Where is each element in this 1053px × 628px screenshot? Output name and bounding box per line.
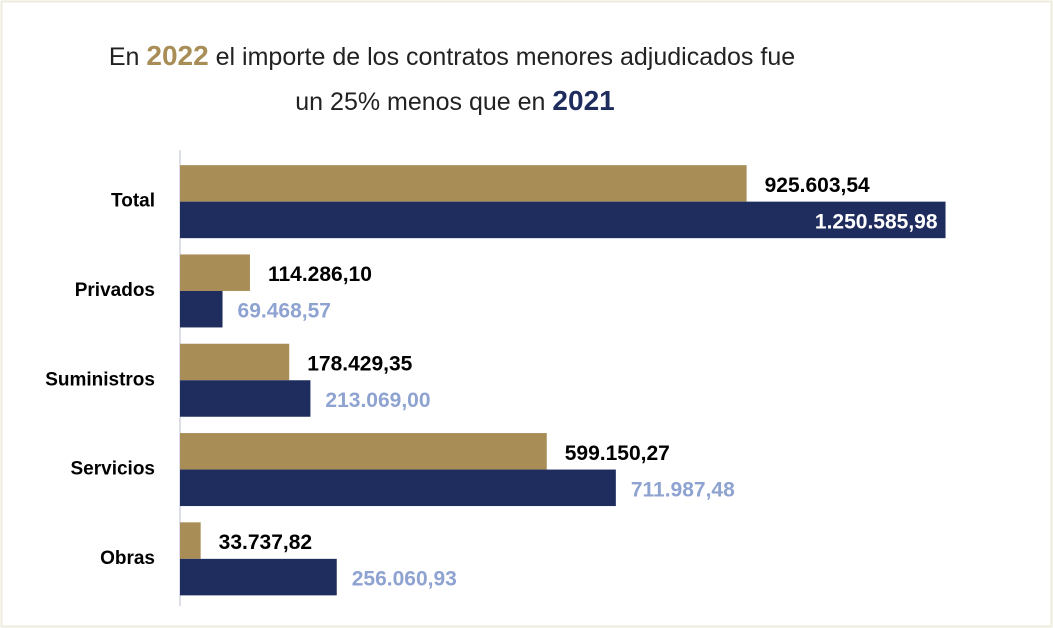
data-label: 33.737,82 [219,531,312,554]
title-part: En [109,43,140,71]
bar [180,165,747,202]
chart-title: un 25% menos que en 2021 [295,85,614,116]
bar [180,290,223,328]
title-part: el importe de los contratos menores adju… [216,43,796,71]
y-tick-label: Total [111,191,155,212]
data-label: 925.603,54 [765,174,870,197]
data-label: 213.069,00 [325,389,430,412]
data-label: 599.150,27 [565,442,670,465]
data-label: 69.468,57 [238,300,331,323]
data-label: 114.286,10 [268,263,372,286]
data-label: 1.250.585,98 [815,210,938,233]
bar [180,201,946,239]
y-tick-label: Servicios [71,459,156,480]
bar [180,254,250,291]
title-year: 2021 [552,85,614,116]
bar [180,380,311,417]
data-label: 711.987,48 [631,478,735,501]
title-part: un 25% menos que en [295,88,545,116]
bar [180,343,290,381]
chart-title: En 2022 el importe de los contratos meno… [109,40,795,71]
bar [180,522,201,559]
data-label: 178.429,35 [307,353,412,376]
y-tick-label: Suministros [45,369,155,390]
bar [180,558,337,596]
y-tick-label: Privados [75,280,155,301]
y-tick-label: Obras [100,548,155,569]
data-label: 256.060,93 [352,568,457,591]
bar [180,433,547,470]
title-year: 2022 [146,40,208,71]
bar [180,469,616,507]
